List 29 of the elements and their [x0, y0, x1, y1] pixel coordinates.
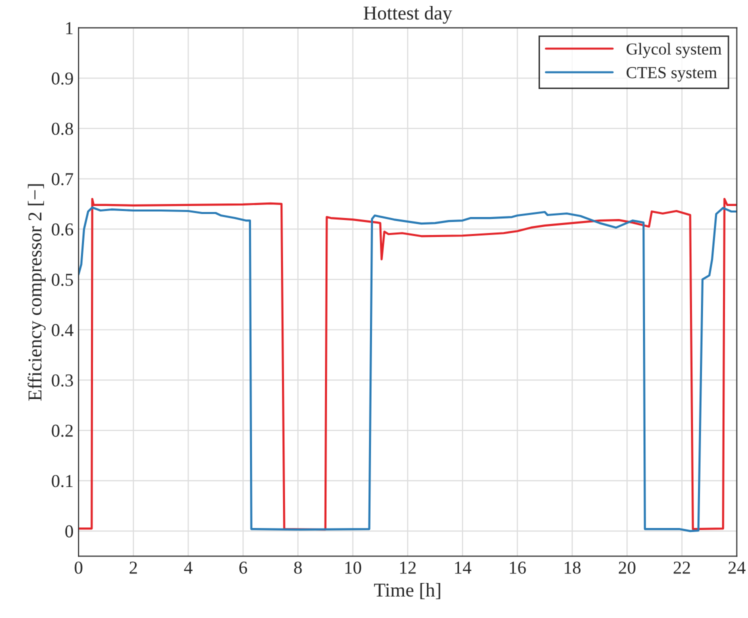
x-axis-title: Time [h] [374, 582, 440, 600]
x-tick-label: 20 [618, 562, 636, 574]
x-tick-label: 8 [294, 562, 302, 574]
y-tick-label: 0 [65, 525, 73, 538]
x-tick-label: 24 [728, 562, 746, 574]
x-tick-label: 18 [564, 562, 581, 574]
y-tick-label: 0.2 [52, 424, 73, 437]
y-tick-label: 0.9 [52, 72, 73, 85]
x-tick-label: 2 [130, 562, 137, 574]
x-tick-label: 22 [674, 562, 690, 574]
legend-label: CTES system [626, 67, 717, 82]
x-tick-label: 4 [184, 562, 192, 574]
y-tick-label: 0.4 [52, 324, 74, 336]
x-tick-label: 10 [345, 562, 362, 574]
x-tick-label: 12 [400, 562, 416, 574]
x-tick-label: 6 [239, 562, 248, 574]
y-axis-title: Efficiency compressor 2 [−] [28, 184, 46, 401]
legend-label: Glycol system [626, 42, 722, 58]
y-tick-label: 0.6 [52, 223, 74, 236]
y-tick-label: 0.8 [52, 122, 73, 135]
y-tick-label: 1 [66, 22, 73, 34]
y-tick-label: 0.5 [52, 274, 73, 286]
y-tick-label: 0.3 [52, 374, 73, 387]
chart-title: Hottest day [364, 6, 452, 24]
x-tick-label: 14 [455, 562, 472, 574]
x-tick-label: 0 [74, 562, 82, 574]
y-tick-label: 0.1 [52, 474, 73, 488]
y-tick-label: 0.7 [52, 173, 74, 186]
x-tick-label: 16 [510, 562, 526, 574]
